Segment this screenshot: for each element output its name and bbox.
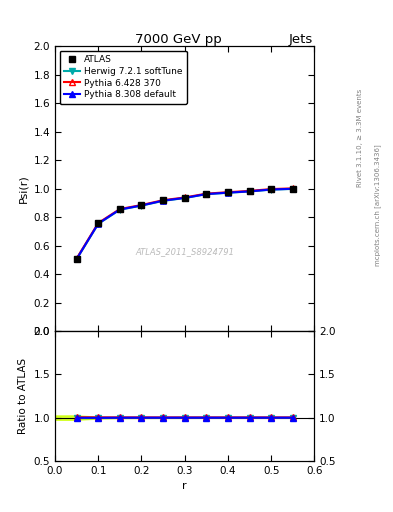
X-axis label: r: r (182, 481, 187, 491)
Y-axis label: Psi(r): Psi(r) (18, 174, 28, 203)
Y-axis label: Ratio to ATLAS: Ratio to ATLAS (18, 358, 28, 434)
Text: Rivet 3.1.10, ≥ 3.3M events: Rivet 3.1.10, ≥ 3.3M events (356, 89, 363, 187)
Text: ATLAS_2011_S8924791: ATLAS_2011_S8924791 (135, 247, 234, 256)
Text: mcplots.cern.ch [arXiv:1306.3436]: mcplots.cern.ch [arXiv:1306.3436] (374, 144, 381, 266)
Legend: ATLAS, Herwig 7.2.1 softTune, Pythia 6.428 370, Pythia 8.308 default: ATLAS, Herwig 7.2.1 softTune, Pythia 6.4… (59, 51, 187, 104)
Text: 7000 GeV pp: 7000 GeV pp (136, 33, 222, 46)
Text: Jets: Jets (288, 33, 312, 46)
